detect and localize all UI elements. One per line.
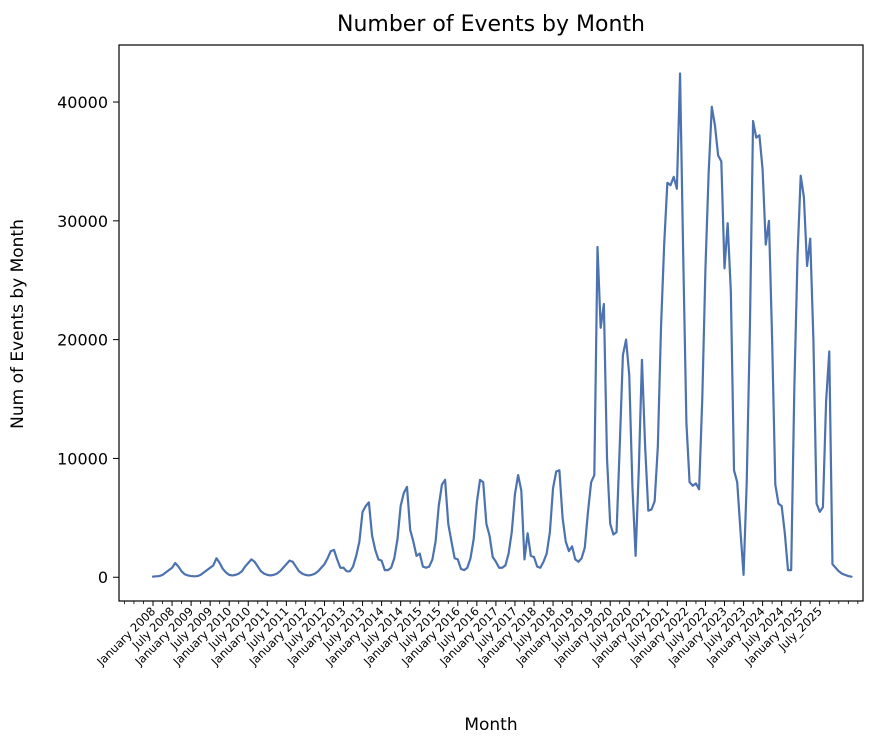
x-axis-label: Month [464,715,517,735]
series-line [151,72,853,578]
y-tick-label: 0 [98,568,108,587]
y-axis-label: Num of Events by Month [8,219,28,429]
y-tick-label: 30000 [57,212,108,231]
plot-frame [118,44,864,602]
y-tick-label: 10000 [57,449,108,468]
y-tick-label: 40000 [57,93,108,112]
y-tick-label: 20000 [57,331,108,350]
chart-title: Number of Events by Month [337,12,645,37]
